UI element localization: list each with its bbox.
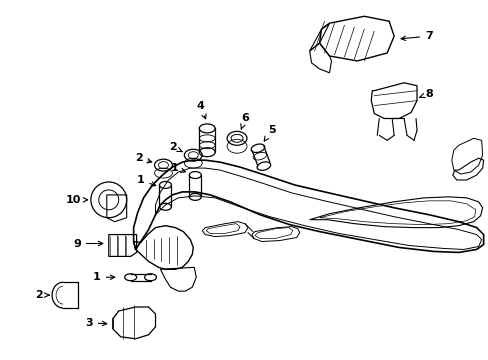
Text: 3: 3 — [85, 318, 106, 328]
Text: 7: 7 — [400, 31, 432, 41]
Text: 2: 2 — [35, 290, 49, 300]
Text: 9: 9 — [73, 239, 102, 248]
Text: 10: 10 — [65, 195, 87, 205]
Text: 8: 8 — [419, 89, 432, 99]
Text: 2: 2 — [169, 142, 182, 152]
Text: 1: 1 — [93, 272, 115, 282]
Text: 2: 2 — [135, 153, 151, 163]
Text: 1: 1 — [137, 175, 155, 186]
Text: 4: 4 — [196, 100, 205, 119]
Text: 1: 1 — [170, 163, 185, 173]
Text: 6: 6 — [240, 113, 248, 129]
Text: 5: 5 — [264, 125, 275, 141]
